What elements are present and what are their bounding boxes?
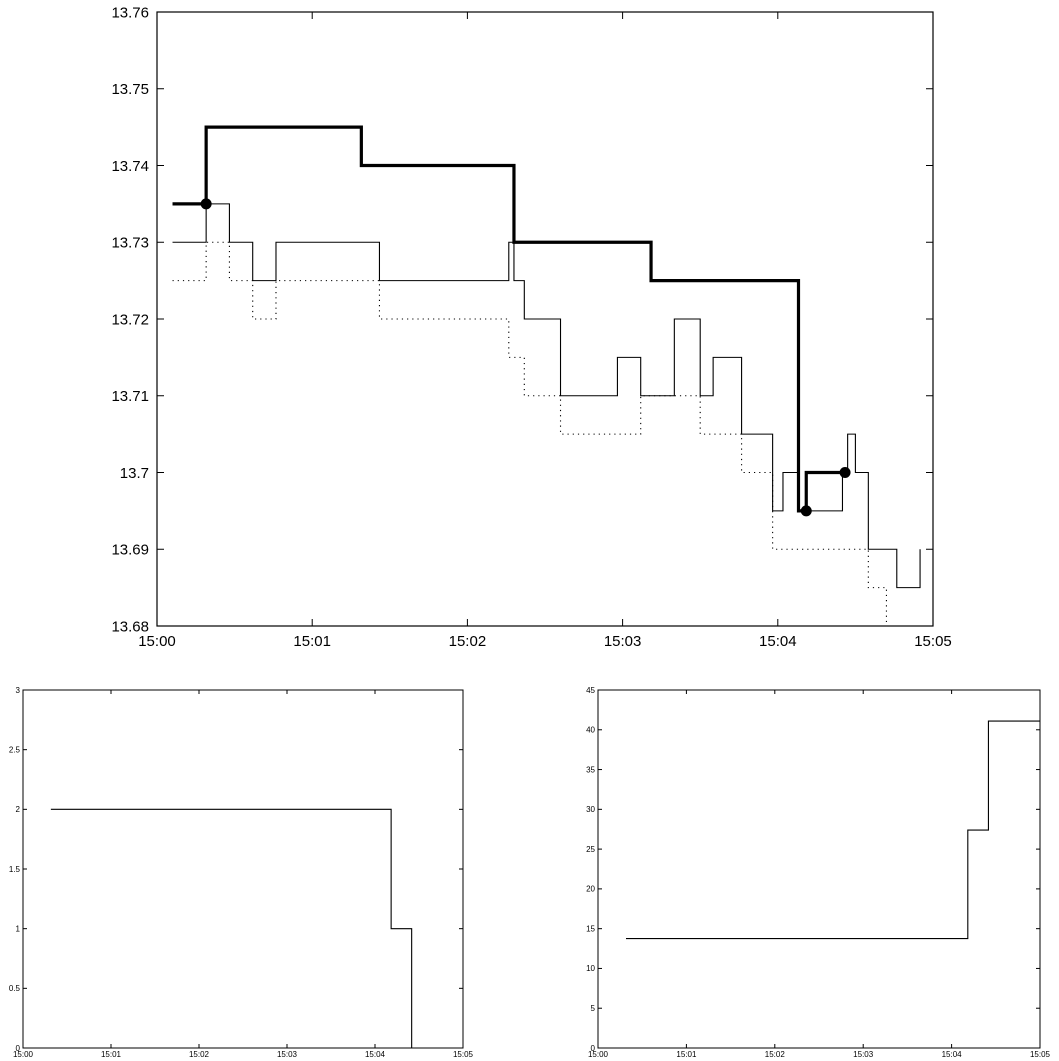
y-tick-label: 2.5	[9, 745, 21, 754]
series-line-thin-solid	[172, 203, 921, 589]
y-tick-label: 1	[16, 924, 21, 933]
y-tick-label: 0	[591, 1044, 596, 1053]
series-line-thin-solid	[625, 720, 1040, 940]
chart-price: 15:00 15:01 15:02 15:03 15:04 15:05 13.68 13.69…	[111, 4, 951, 650]
y-tick-label: 5	[591, 1004, 596, 1013]
y-tick-label: 0	[16, 1044, 21, 1053]
y-tick-label: 13.68	[111, 618, 149, 635]
chart-right: 15:00 15:01 15:02 15:03 15:04 15:05 0 5 10 15 20 25…	[586, 686, 1050, 1059]
x-tick-label: 15:02	[765, 1050, 786, 1059]
y-tick-label: 0.5	[9, 984, 21, 993]
y-tick-label: 10	[586, 964, 595, 973]
x-tick-label: 15:02	[449, 633, 487, 650]
y-tick-label: 13.72	[111, 311, 149, 328]
y-tick-label: 20	[586, 885, 595, 894]
y-tick-label: 15	[586, 924, 595, 933]
series-line-thin-solid	[50, 808, 413, 1048]
x-tick-label: 15:02	[189, 1050, 210, 1059]
y-tick-label: 45	[586, 686, 595, 695]
x-tick-label: 15:05	[1030, 1050, 1051, 1059]
trade-marker	[839, 467, 851, 478]
series-line-dotted	[172, 241, 887, 626]
x-tick-label: 15:00	[138, 633, 176, 650]
x-tick-label: 15:03	[604, 633, 642, 650]
x-tick-label: 15:05	[914, 633, 952, 650]
x-tick-label: 15:05	[453, 1050, 474, 1059]
y-tick-label: 40	[586, 726, 595, 735]
y-tick-label: 13.7	[120, 465, 149, 482]
trade-marker	[200, 198, 212, 210]
x-tick-label: 15:01	[293, 633, 331, 650]
x-tick-label: 15:00	[13, 1050, 34, 1059]
trade-marker	[800, 505, 812, 517]
series-line-thick-solid	[172, 125, 843, 513]
x-tick-label: 15:01	[101, 1050, 122, 1059]
y-tick-label: 25	[586, 845, 595, 854]
x-tick-label: 15:04	[759, 633, 797, 650]
x-tick-label: 15:00	[588, 1050, 609, 1059]
y-tick-label: 13.76	[111, 4, 149, 21]
chart-left: 15:00 15:01 15:02 15:03 15:04 15:05 0 0.5 1 1.5 2 2…	[9, 686, 474, 1059]
plot-frame-left	[22, 689, 464, 1049]
x-tick-label: 15:04	[942, 1050, 963, 1059]
y-tick-label: 13.75	[111, 81, 149, 98]
y-tick-label: 3	[16, 686, 21, 695]
x-tick-label: 15:03	[853, 1050, 874, 1059]
plot-frame-right	[597, 689, 1041, 1049]
y-tick-label: 30	[586, 805, 595, 814]
y-tick-label: 1.5	[9, 865, 21, 874]
y-tick-label: 13.74	[111, 158, 149, 175]
y-tick-label: 35	[586, 765, 595, 774]
y-tick-label: 13.73	[111, 235, 149, 252]
x-tick-label: 15:01	[676, 1050, 697, 1059]
y-tick-label: 13.69	[111, 542, 149, 559]
x-tick-label: 15:03	[277, 1050, 298, 1059]
x-tick-label: 15:04	[365, 1050, 386, 1059]
y-tick-label: 2	[16, 805, 21, 814]
y-tick-label: 13.71	[111, 388, 149, 405]
